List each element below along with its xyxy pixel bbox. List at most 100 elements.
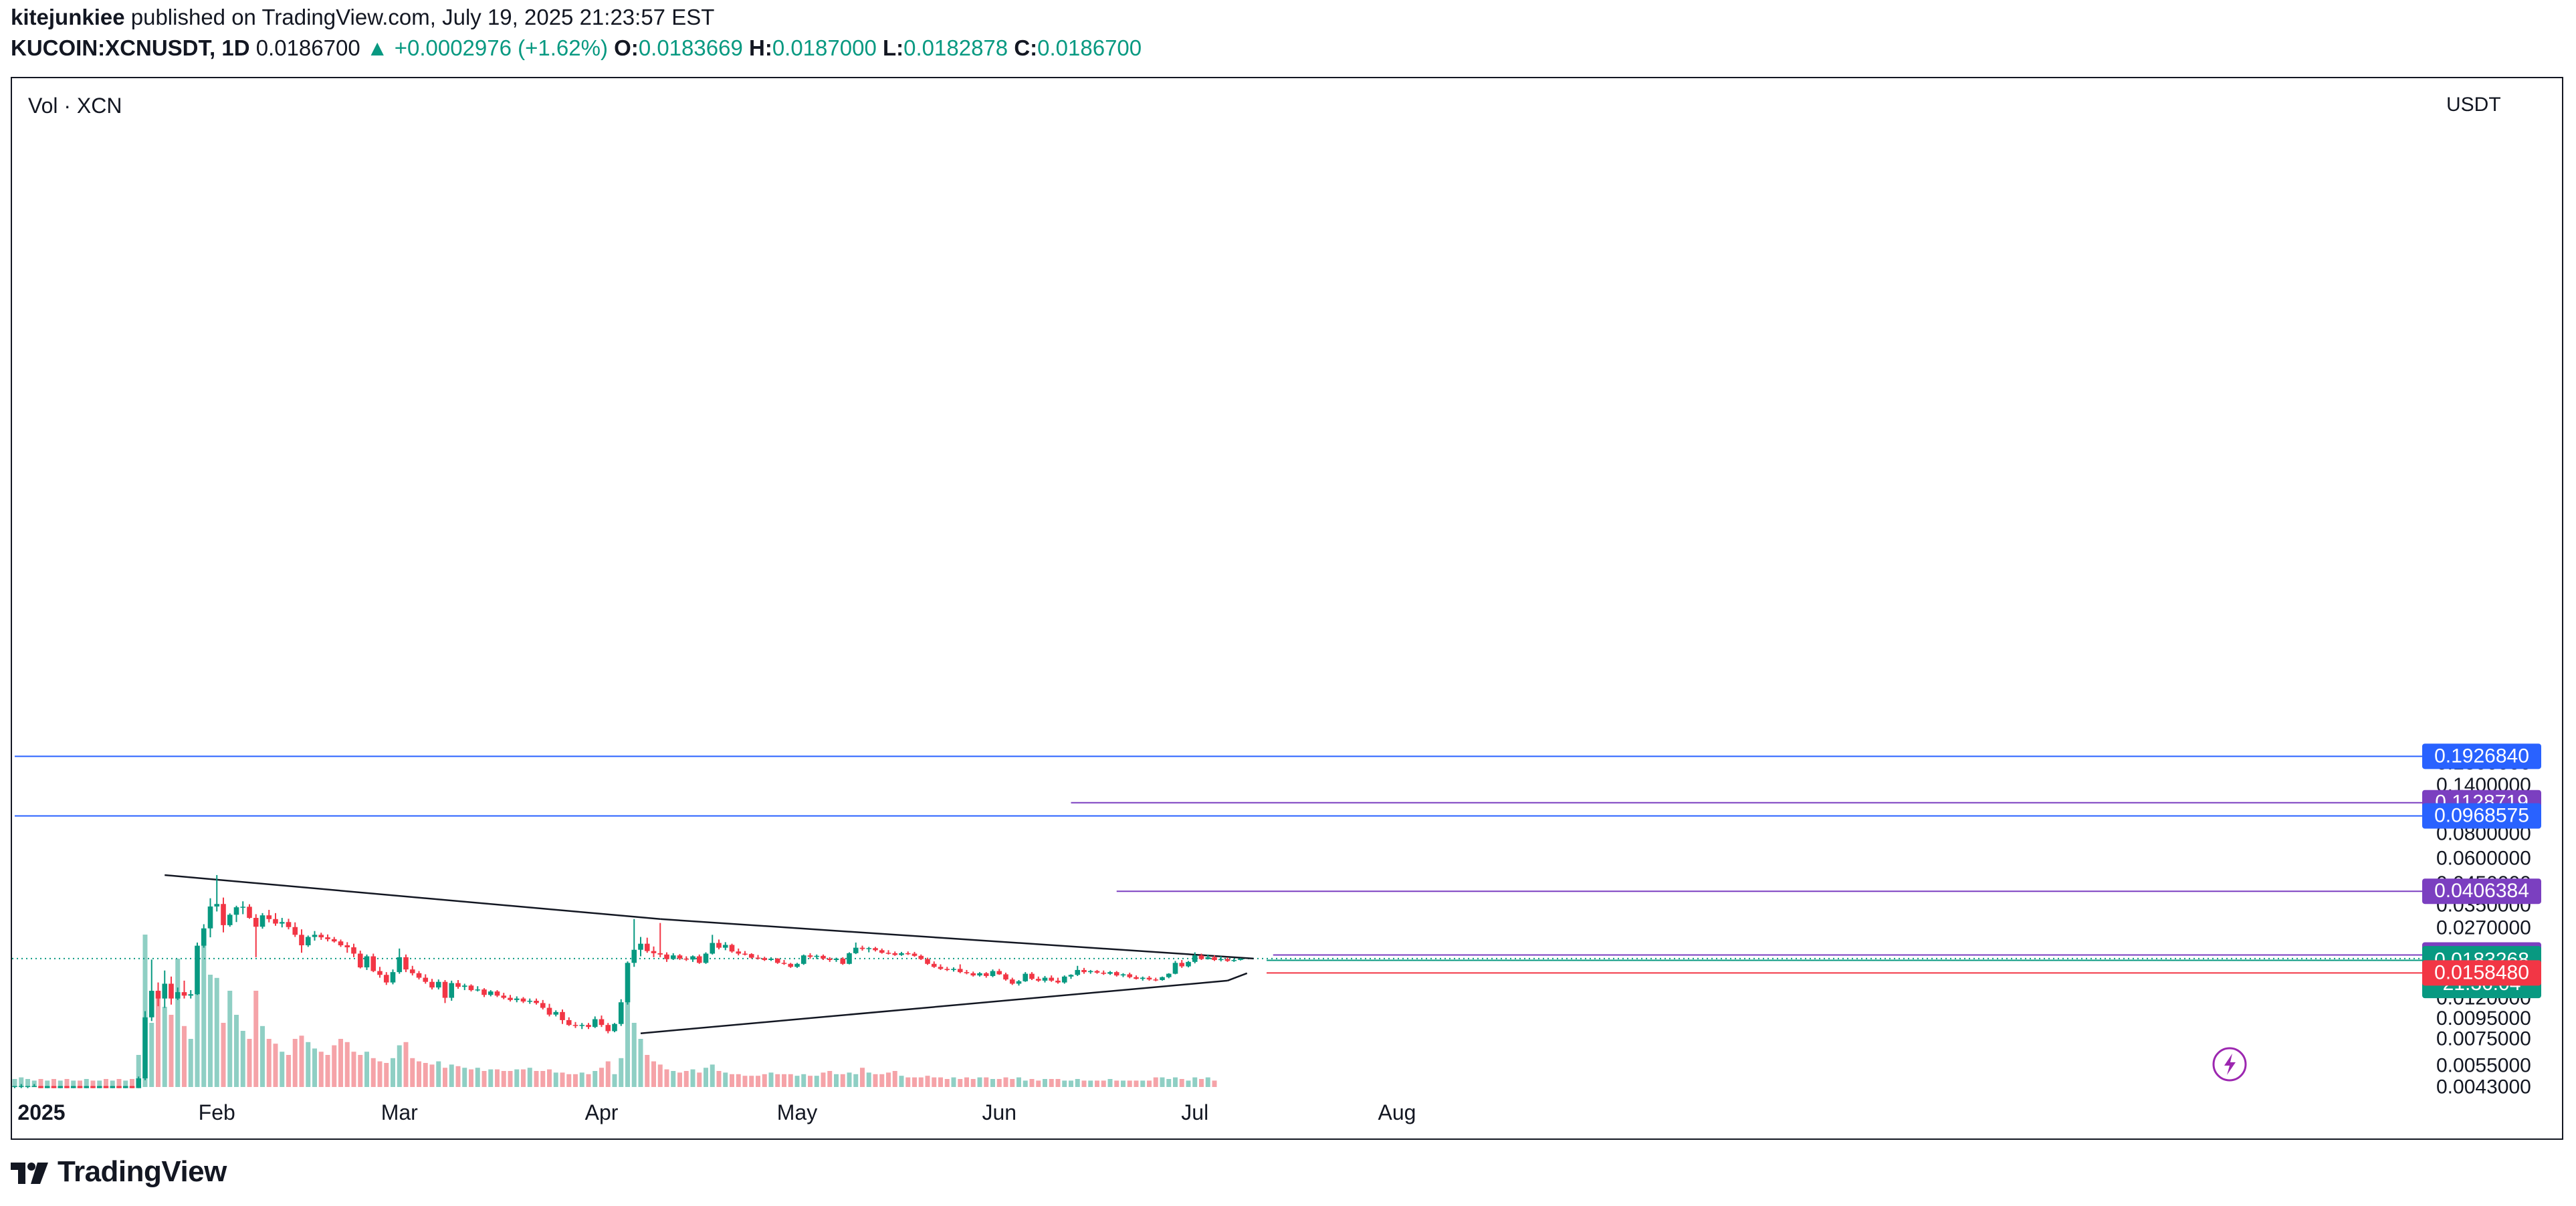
candle-body xyxy=(664,954,669,959)
candle-body xyxy=(1186,961,1191,967)
candle-body xyxy=(821,955,826,959)
volume-bar xyxy=(677,1072,682,1087)
open-label: O: xyxy=(614,35,639,60)
candle-body xyxy=(508,997,513,1000)
price-badge[interactable] xyxy=(2422,743,2541,769)
volume-bar xyxy=(710,1064,715,1087)
candle-body xyxy=(1231,960,1237,961)
volume-bar xyxy=(417,1061,421,1087)
candle-body xyxy=(1166,973,1172,977)
volume-bar xyxy=(462,1068,467,1087)
volume-indicator-label[interactable]: Vol · XCN xyxy=(28,94,122,118)
candle-body xyxy=(970,973,976,976)
candle-body xyxy=(944,969,950,970)
volume-bar xyxy=(325,1055,330,1087)
candle-body xyxy=(325,937,330,939)
price-badge[interactable] xyxy=(2422,878,2541,904)
volume-bar xyxy=(501,1071,506,1087)
candle-body xyxy=(18,1086,24,1088)
volume-bar xyxy=(188,1039,193,1087)
volume-bar xyxy=(1121,1080,1125,1087)
candle-body xyxy=(409,969,415,973)
volume-bar xyxy=(1049,1079,1054,1087)
candle-body xyxy=(169,983,174,999)
trendline[interactable] xyxy=(660,918,1254,960)
candle-body xyxy=(435,981,441,988)
candle-body xyxy=(129,1086,135,1088)
volume-bar xyxy=(834,1074,839,1087)
symbol-line: KUCOIN:XCNUSDT, 1D 0.0186700 ▲ +0.000297… xyxy=(11,35,1142,62)
candle-body xyxy=(755,957,761,959)
price-badge[interactable] xyxy=(2422,803,2541,829)
trendline[interactable] xyxy=(165,874,661,921)
candle-body xyxy=(214,904,220,907)
candle-body xyxy=(683,958,689,960)
volume-bar xyxy=(58,1080,63,1087)
volume-bar xyxy=(788,1074,793,1087)
volume-bar xyxy=(762,1074,767,1087)
volume-bar xyxy=(136,1055,141,1087)
volume-bar xyxy=(730,1074,734,1087)
volume-bar xyxy=(169,1015,174,1087)
author-name[interactable]: kitejunkiee xyxy=(11,5,125,29)
volume-bar xyxy=(351,1052,356,1087)
price-badge-label: 0.0158480 xyxy=(2434,961,2529,983)
volume-bar xyxy=(547,1069,552,1087)
volume-bar xyxy=(12,1079,17,1087)
volume-bar xyxy=(768,1072,774,1087)
volume-bar xyxy=(1043,1079,1047,1087)
candle-body xyxy=(344,945,350,948)
trendline[interactable] xyxy=(640,979,1228,1034)
candle-body xyxy=(286,922,292,927)
tradingview-logo[interactable]: TradingView xyxy=(9,1155,227,1189)
symbol-name[interactable]: KUCOIN:XCNUSDT, 1D xyxy=(11,35,250,60)
price-badge[interactable] xyxy=(2422,960,2541,986)
volume-bar xyxy=(1153,1077,1158,1087)
candle-body xyxy=(899,953,904,955)
volume-bar xyxy=(156,991,160,1087)
volume-bar xyxy=(104,1079,108,1087)
volume-bar xyxy=(116,1079,122,1087)
candle-body xyxy=(201,928,207,946)
chart-frame[interactable] xyxy=(11,77,2563,1140)
volume-bar xyxy=(1095,1080,1099,1087)
candle-body xyxy=(1205,957,1211,959)
trendline[interactable] xyxy=(1227,972,1248,982)
volume-bar xyxy=(1205,1077,1210,1087)
volume-bar xyxy=(664,1069,669,1087)
volume-bar xyxy=(625,991,630,1087)
candle-body xyxy=(1081,969,1087,973)
volume-bar xyxy=(182,1026,187,1087)
volume-bar xyxy=(918,1077,924,1087)
candle-body xyxy=(1049,977,1055,981)
volume-bar xyxy=(142,935,148,1087)
low-value: 0.0182878 xyxy=(903,35,1008,60)
volume-bar xyxy=(110,1080,115,1087)
volume-bar xyxy=(1166,1079,1172,1087)
candle-body xyxy=(527,1000,533,1002)
volume-bar xyxy=(1179,1079,1184,1087)
volume-bar xyxy=(312,1048,317,1087)
candle-body xyxy=(873,948,878,951)
candle-body xyxy=(696,956,702,963)
volume-bar xyxy=(1069,1080,1073,1087)
volume-bar xyxy=(253,991,259,1087)
volume-bar xyxy=(1075,1079,1080,1087)
candle-body xyxy=(1179,963,1185,967)
x-axis-tick-label: Feb xyxy=(199,1100,235,1124)
volume-bar xyxy=(749,1076,754,1087)
candle-body xyxy=(122,1086,128,1088)
candle-body xyxy=(996,971,1002,975)
volume-bar xyxy=(1036,1080,1041,1087)
volume-bar xyxy=(71,1080,76,1087)
candle-body xyxy=(879,950,885,953)
candle-body xyxy=(1101,972,1107,974)
close-value: 0.0186700 xyxy=(1037,35,1142,60)
volume-bar xyxy=(534,1071,539,1087)
candle-body xyxy=(1198,955,1204,959)
volume-bar xyxy=(573,1074,578,1087)
low-label: L: xyxy=(882,35,904,60)
candle-body xyxy=(553,1011,559,1015)
candle-body xyxy=(625,963,631,1003)
